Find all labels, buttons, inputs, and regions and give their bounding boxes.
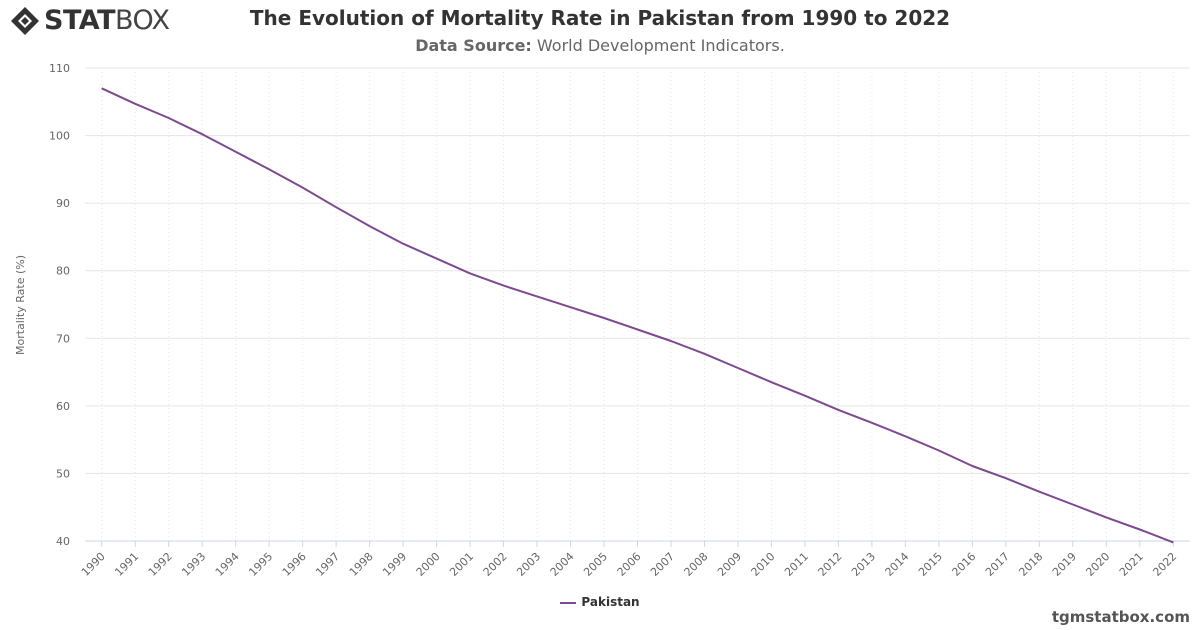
data-point[interactable] (133, 101, 138, 106)
data-point[interactable] (769, 380, 774, 385)
footer-site[interactable]: tgmstatbox.com (1051, 608, 1190, 626)
x-tick-label: 2001 (447, 550, 476, 579)
data-point[interactable] (1137, 527, 1142, 532)
data-point[interactable] (702, 351, 707, 356)
x-tick-label: 2009 (715, 550, 744, 579)
x-tick-label: 2016 (949, 550, 978, 579)
x-tick-label: 2019 (1050, 550, 1079, 579)
y-tick-label: 80 (56, 265, 70, 278)
x-tick-label: 2004 (548, 550, 577, 579)
y-tick-label: 60 (56, 400, 70, 413)
source-value: World Development Indicators. (536, 36, 785, 55)
legend[interactable]: Pakistan (0, 595, 1200, 609)
x-tick-label: 2013 (849, 550, 878, 579)
series-line-pakistan[interactable] (101, 87, 1174, 544)
data-point[interactable] (200, 132, 205, 137)
y-tick-label: 50 (56, 467, 70, 480)
data-point[interactable] (1003, 476, 1008, 481)
data-point[interactable] (970, 463, 975, 468)
data-point[interactable] (735, 366, 740, 371)
x-tick-label: 1999 (380, 550, 409, 579)
data-point[interactable] (300, 185, 305, 190)
x-tick-label: 2003 (514, 550, 543, 579)
data-point[interactable] (267, 167, 272, 172)
y-axis-ticks: 40 50 60 70 80 90 100 110 (49, 62, 70, 548)
x-tick-label: 1996 (280, 550, 309, 579)
x-tick-label: 1994 (213, 550, 242, 579)
y-tick-label: 110 (49, 62, 70, 75)
grid-lines (85, 67, 1190, 542)
y-tick-label: 90 (56, 197, 70, 210)
x-tick-label: 2017 (983, 550, 1012, 579)
data-point[interactable] (1070, 502, 1075, 507)
data-point[interactable] (468, 271, 473, 276)
x-tick-label: 2008 (682, 550, 711, 579)
x-tick-label: 2021 (1117, 550, 1146, 579)
brand-name: STATBOX (44, 5, 170, 36)
data-point[interactable] (635, 327, 640, 332)
x-tick-label: 2010 (749, 550, 778, 579)
series-group (99, 86, 1176, 545)
x-tick-label: 2015 (916, 550, 945, 579)
data-point[interactable] (836, 407, 841, 412)
chart-title: The Evolution of Mortality Rate in Pakis… (249, 6, 951, 30)
legend-label: Pakistan (581, 595, 640, 609)
data-point[interactable] (166, 116, 171, 121)
x-tick-label: 2007 (648, 550, 677, 579)
data-point[interactable] (501, 283, 506, 288)
data-point[interactable] (1037, 489, 1042, 494)
data-point[interactable] (869, 420, 874, 425)
data-point[interactable] (401, 241, 406, 246)
y-tick-label: 40 (56, 535, 70, 548)
x-tick-label: 2005 (581, 550, 610, 579)
x-axis-ticks: 1990 1991 1992 1993 1994 1995 1996 1997 1998 1999… (79, 541, 1179, 579)
x-tick-label: 1992 (146, 550, 175, 579)
x-tick-label: 1997 (313, 550, 342, 579)
x-tick-label: 2020 (1083, 550, 1112, 579)
x-tick-label: 2002 (481, 550, 510, 579)
x-tick-label: 1995 (246, 550, 275, 579)
x-tick-label: 2018 (1016, 550, 1045, 579)
data-point[interactable] (903, 434, 908, 439)
data-point[interactable] (802, 393, 807, 398)
x-tick-label: 2006 (615, 550, 644, 579)
data-point[interactable] (1171, 540, 1176, 545)
logo-diamond-icon (11, 7, 39, 35)
data-point[interactable] (1104, 515, 1109, 520)
data-point[interactable] (668, 338, 673, 343)
data-point[interactable] (434, 256, 439, 261)
data-point[interactable] (233, 149, 238, 154)
x-tick-label: 1993 (179, 550, 208, 579)
data-point[interactable] (535, 294, 540, 299)
x-tick-label: 1991 (112, 550, 141, 579)
y-axis-label: Mortality Rate (%) (14, 255, 27, 355)
y-tick-label: 100 (49, 130, 70, 143)
data-point[interactable] (99, 86, 104, 91)
data-point[interactable] (602, 316, 607, 321)
data-point[interactable] (334, 205, 339, 210)
x-tick-label: 2012 (816, 550, 845, 579)
x-tick-label: 2022 (1150, 550, 1179, 579)
statbox-logo: STATBOX (10, 6, 170, 36)
legend-swatch (560, 601, 577, 604)
x-tick-label: 1990 (79, 550, 108, 579)
data-point[interactable] (367, 224, 372, 229)
x-tick-label: 2000 (414, 550, 443, 579)
x-tick-label: 2011 (782, 550, 811, 579)
data-point[interactable] (568, 305, 573, 310)
data-point[interactable] (936, 448, 941, 453)
y-tick-label: 70 (56, 332, 70, 345)
x-tick-label: 1998 (347, 550, 376, 579)
x-tick-label: 2014 (883, 550, 912, 579)
source-label: Data Source: (415, 36, 532, 55)
chart-subtitle: Data Source: World Development Indicator… (0, 36, 1200, 55)
